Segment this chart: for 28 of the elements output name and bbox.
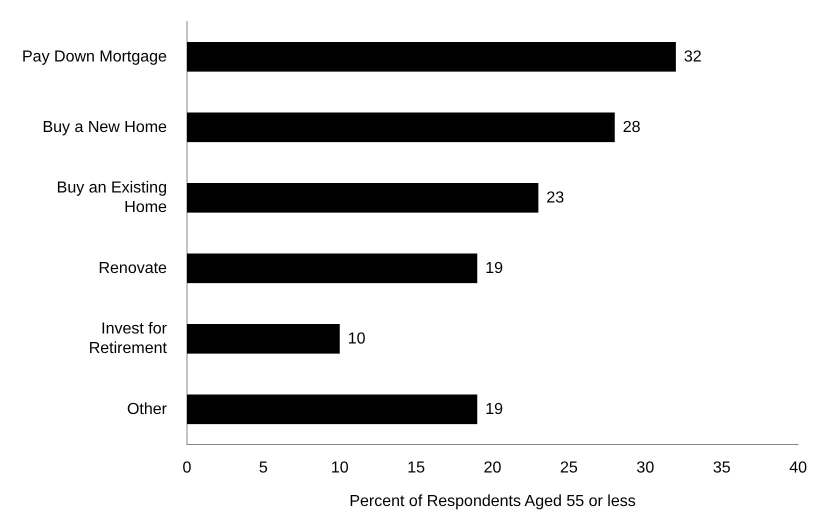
- y-tick-label: Invest for Retirement: [88, 320, 168, 357]
- data-label: 23: [546, 189, 564, 206]
- bar: [186, 42, 676, 72]
- x-tick-label: 15: [407, 460, 426, 477]
- y-tick-label: Other: [126, 400, 168, 418]
- y-tick-label: Buy a New Home: [42, 118, 168, 136]
- x-tick-label: 10: [330, 460, 349, 477]
- x-tick-label: 40: [789, 460, 808, 477]
- bar: [186, 324, 340, 354]
- data-label: 19: [485, 260, 504, 277]
- bar: [186, 112, 615, 142]
- x-tick-label: 30: [636, 460, 654, 477]
- y-tick-label: Pay Down Mortgage: [22, 48, 168, 66]
- y-tick-label: Buy an Existing Home: [56, 180, 168, 216]
- bar: [186, 254, 478, 284]
- data-label: 32: [684, 48, 702, 66]
- bar: [186, 183, 538, 213]
- data-label: 10: [348, 330, 366, 348]
- y-tick-label: Renovate: [98, 260, 168, 277]
- data-label: 19: [485, 400, 504, 418]
- x-tick-label: 35: [712, 460, 731, 477]
- x-tick-label: 25: [560, 460, 578, 477]
- x-tick-label: 0: [182, 460, 192, 477]
- x-tick-label: 5: [258, 460, 268, 477]
- x-axis-title: Percent of Respondents Aged 55 or less: [349, 492, 636, 510]
- x-tick-label: 20: [484, 460, 502, 477]
- data-label: 28: [622, 118, 641, 136]
- bar: [186, 394, 478, 424]
